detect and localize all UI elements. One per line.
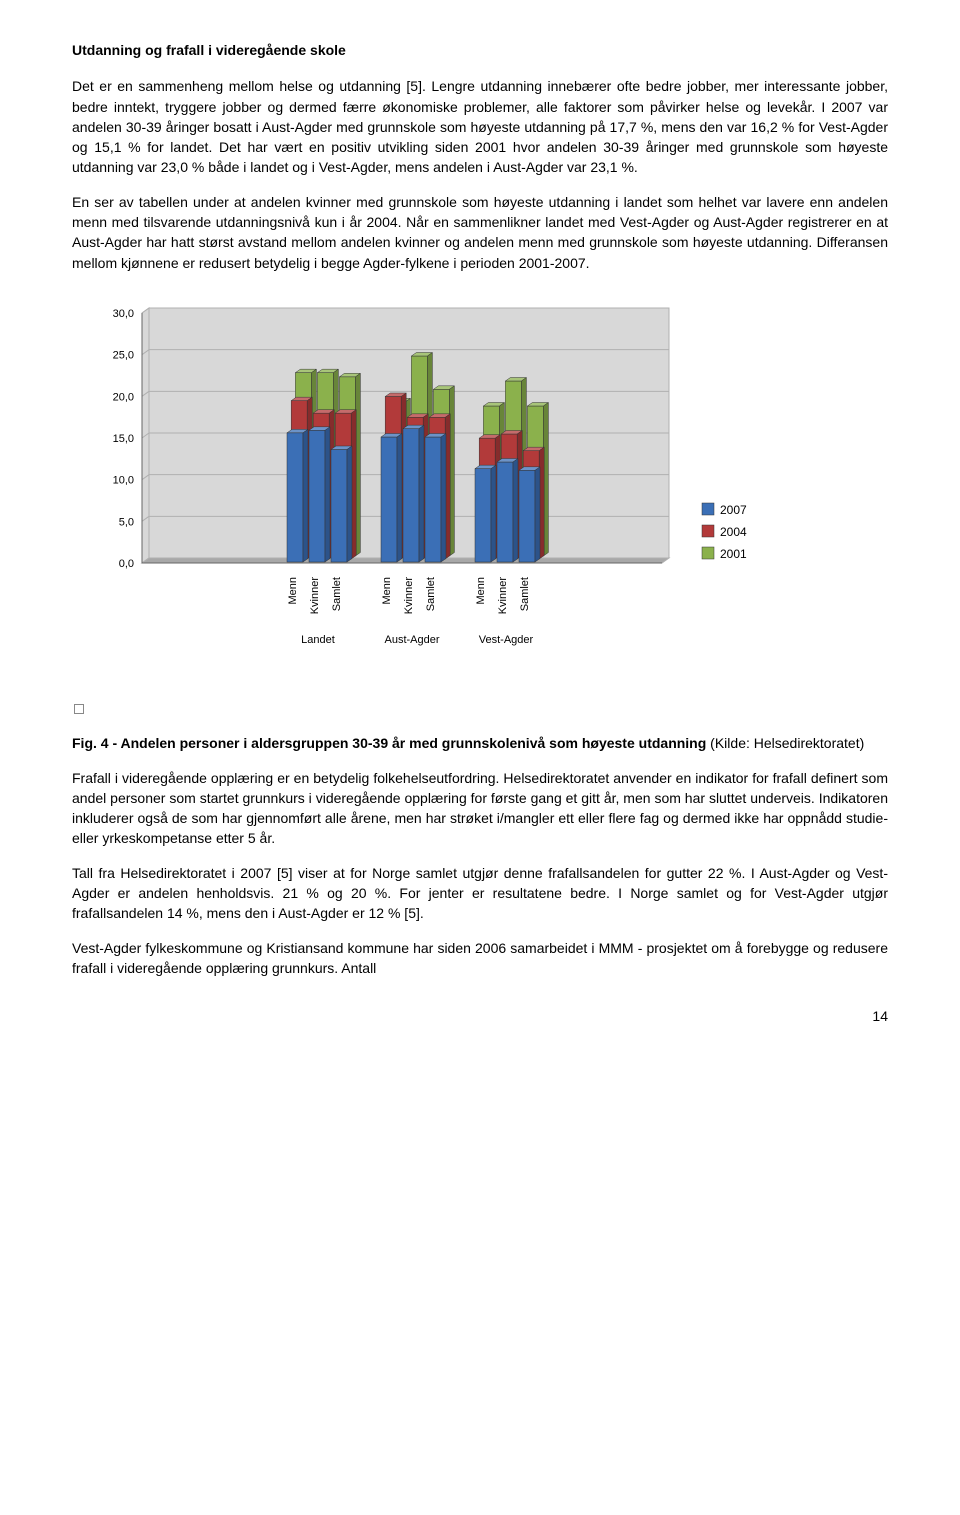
svg-text:Vest-Agder: Vest-Agder [479, 634, 534, 646]
chart-container: 0,0 5,0 10,0 15,0 20,0 25,0 30,0 Menn Kvinner Sam… [72, 293, 792, 693]
svg-text:2007: 2007 [720, 503, 747, 517]
svg-text:Kvinner: Kvinner [309, 577, 321, 615]
page-number: 14 [72, 1006, 888, 1026]
svg-text:Menn: Menn [287, 577, 299, 605]
paragraph-3: Frafall i videregående opplæring er en b… [72, 768, 888, 849]
empty-checkbox-icon [74, 704, 84, 714]
bar-chart-3d: 0,0 5,0 10,0 15,0 20,0 25,0 30,0 Menn Kvinner Sam… [72, 293, 792, 693]
svg-text:25,0: 25,0 [113, 350, 134, 362]
svg-text:10,0: 10,0 [113, 475, 134, 487]
figure-caption-rest: (Kilde: Helsedirektoratet) [706, 735, 864, 751]
svg-text:20,0: 20,0 [113, 391, 134, 403]
svg-text:Kvinner: Kvinner [497, 577, 509, 615]
svg-text:Menn: Menn [381, 577, 393, 605]
svg-text:Menn: Menn [475, 577, 487, 605]
svg-text:Samlet: Samlet [519, 577, 531, 611]
paragraph-5: Vest-Agder fylkeskommune og Kristiansand… [72, 938, 888, 979]
svg-text:Samlet: Samlet [425, 577, 437, 611]
figure-caption-bold: Fig. 4 - Andelen personer i aldersgruppe… [72, 735, 706, 751]
paragraph-4: Tall fra Helsedirektoratet i 2007 [5] vi… [72, 863, 888, 924]
svg-text:5,0: 5,0 [119, 516, 134, 528]
svg-text:Aust-Agder: Aust-Agder [384, 634, 439, 646]
figure-checkbox-row [74, 699, 888, 719]
paragraph-1: Det er en sammenheng mellom helse og utd… [72, 76, 888, 177]
svg-text:2001: 2001 [720, 547, 747, 561]
paragraph-2: En ser av tabellen under at andelen kvin… [72, 192, 888, 273]
svg-text:15,0: 15,0 [113, 433, 134, 445]
svg-text:Landet: Landet [301, 634, 335, 646]
svg-text:0,0: 0,0 [119, 558, 134, 570]
figure-caption: Fig. 4 - Andelen personer i aldersgruppe… [72, 733, 888, 753]
svg-text:Samlet: Samlet [331, 577, 343, 611]
svg-text:30,0: 30,0 [113, 308, 134, 320]
svg-text:Kvinner: Kvinner [403, 577, 415, 615]
svg-text:2004: 2004 [720, 525, 747, 539]
section-heading: Utdanning og frafall i videregående skol… [72, 40, 888, 60]
